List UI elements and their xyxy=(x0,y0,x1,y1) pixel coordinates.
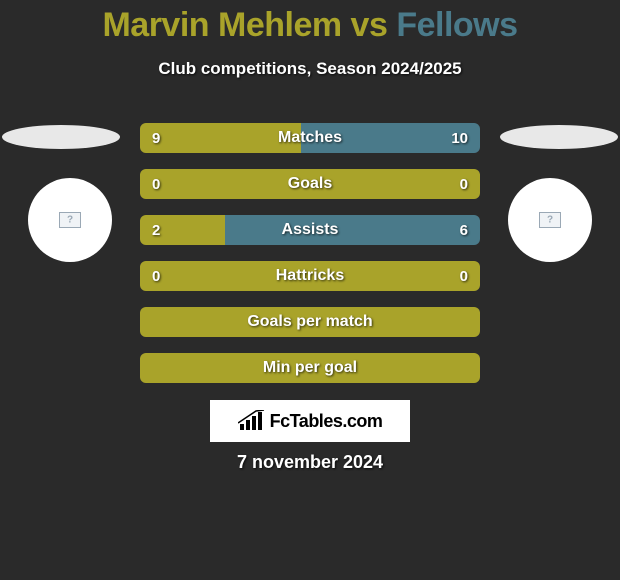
bar-value-right: 0 xyxy=(460,169,468,199)
bar-value-right: 0 xyxy=(460,261,468,291)
stat-bar: Assists2 6 xyxy=(140,215,480,245)
bar-value-right: 6 xyxy=(460,215,468,245)
bar-label: Assists xyxy=(140,215,480,245)
page-title: Marvin Mehlem vs Fellows xyxy=(0,0,620,45)
bar-value-right: 10 xyxy=(451,123,468,153)
bar-label: Goals xyxy=(140,169,480,199)
title-player2: Fellows xyxy=(396,6,517,44)
placeholder-icon xyxy=(59,212,81,228)
title-vs: vs xyxy=(351,6,388,44)
date-label: 7 november 2024 xyxy=(0,452,620,473)
source-logo: FcTables.com xyxy=(210,400,410,442)
bar-value-left: 0 xyxy=(152,261,160,291)
logo-text: FcTables.com xyxy=(270,411,383,432)
bar-label: Goals per match xyxy=(140,307,480,337)
player2-shadow-ellipse xyxy=(500,125,618,149)
title-player1: Marvin Mehlem xyxy=(102,6,341,44)
subtitle: Club competitions, Season 2024/2025 xyxy=(0,59,620,79)
player1-shadow-ellipse xyxy=(2,125,120,149)
bar-label: Min per goal xyxy=(140,353,480,383)
bar-value-left: 0 xyxy=(152,169,160,199)
stat-bar: Hattricks0 0 xyxy=(140,261,480,291)
bar-label: Hattricks xyxy=(140,261,480,291)
player1-club-badge xyxy=(28,178,112,262)
bar-label: Matches xyxy=(140,123,480,153)
stat-bar: Goals per match xyxy=(140,307,480,337)
comparison-infographic: Marvin Mehlem vs Fellows Club competitio… xyxy=(0,0,620,580)
bar-value-left: 2 xyxy=(152,215,160,245)
stat-bar: Goals0 0 xyxy=(140,169,480,199)
player2-club-badge xyxy=(508,178,592,262)
stat-bar: Min per goal xyxy=(140,353,480,383)
stat-bar: Matches9 10 xyxy=(140,123,480,153)
bar-value-left: 9 xyxy=(152,123,160,153)
stat-bars: Matches910Goals00Assists26Hattricks00Goa… xyxy=(140,123,480,399)
placeholder-icon xyxy=(539,212,561,228)
bar-chart-icon xyxy=(238,410,266,432)
